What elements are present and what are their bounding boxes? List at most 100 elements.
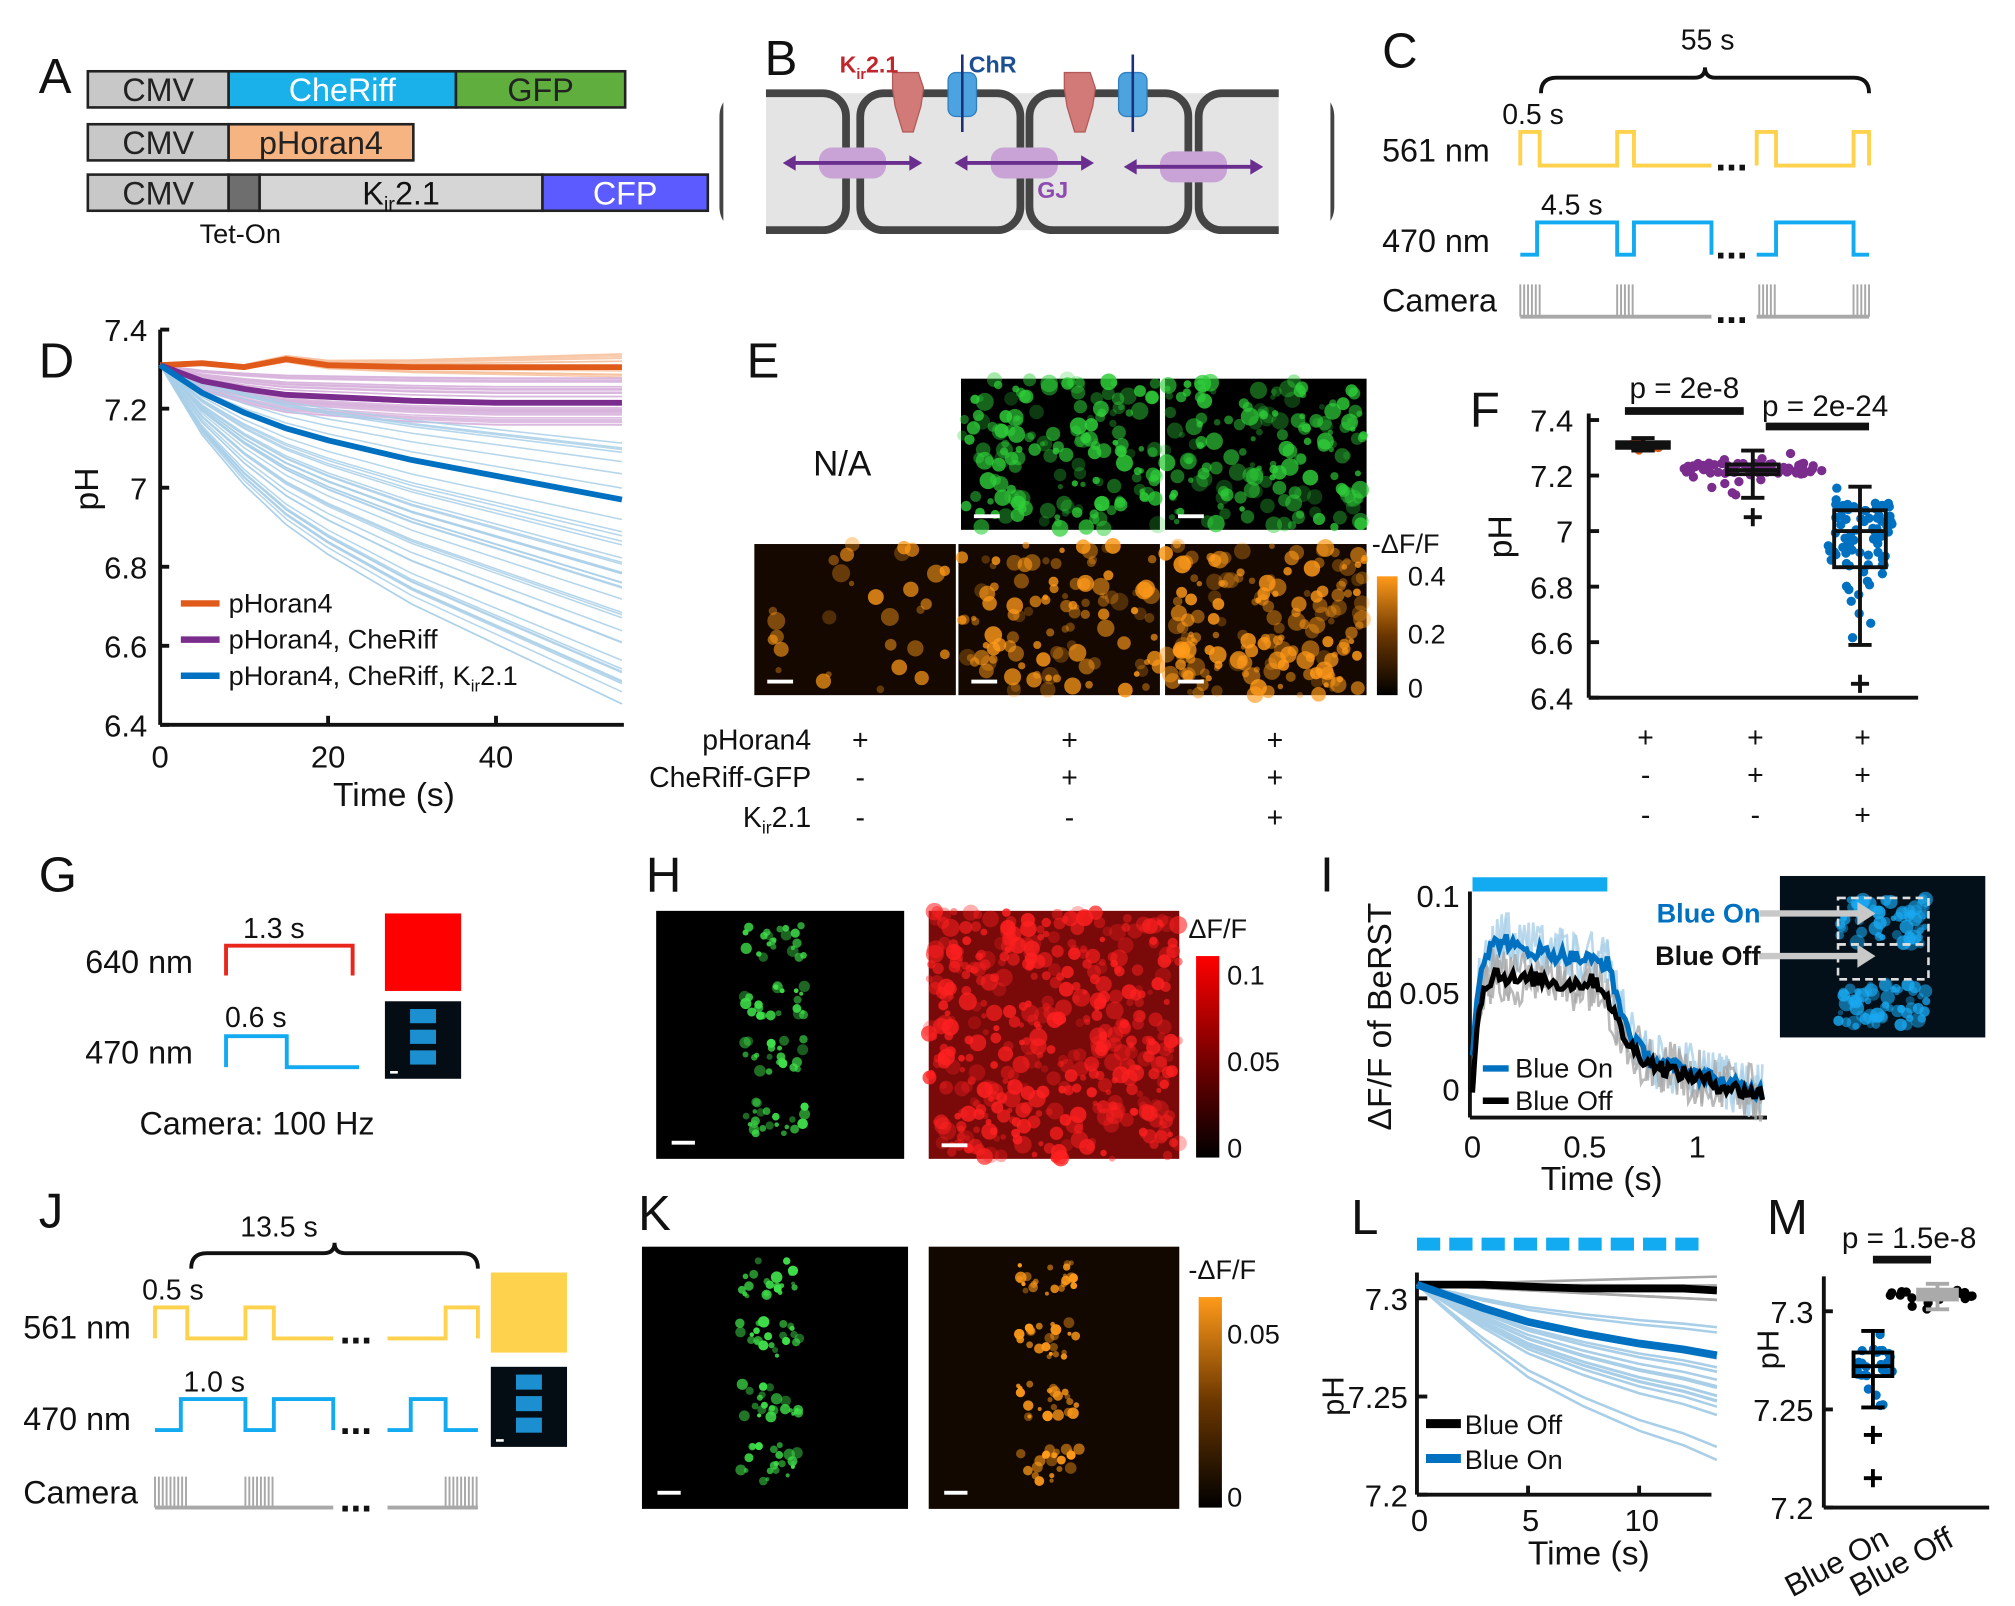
cell-signal [1048,931,1060,943]
cell-signal [1048,1351,1053,1356]
cell-signal [1049,584,1059,594]
stimulus-pulse [1643,1237,1667,1251]
cell-signal [1049,1478,1054,1483]
cell-signal [1355,621,1364,630]
cell-signal [1218,580,1225,587]
cell-signal [1257,587,1271,601]
cell-signal [929,975,945,990]
cell-signal [1315,544,1329,557]
cell-signal [785,1473,790,1478]
scale-bar [767,679,794,684]
cell-signal [925,975,933,983]
individual-trace [159,364,623,670]
cell-signal [1080,481,1086,488]
cell-signal [1881,1001,1890,1009]
cell-signal [960,500,972,512]
cell-signal [792,938,802,948]
cell-signal [1073,1443,1085,1455]
cell-signal [891,659,908,676]
cell-signal [799,1035,808,1044]
panel-label-k: K [638,1187,671,1241]
cell-signal [1006,683,1021,698]
cell-signal [1168,493,1176,501]
cell-signal [1078,658,1095,675]
cell-signal [1133,1009,1146,1023]
cell-signal [1058,1085,1067,1094]
cell-signal [1890,915,1897,922]
cell-signal [1905,996,1915,1005]
cell-signal [994,1149,1008,1163]
cell-signal [1042,930,1050,938]
cell-signal [949,955,963,969]
cell-signal [1174,1036,1183,1045]
cell-signal [1056,495,1072,512]
cell-signal [884,638,897,651]
cell-signal [1022,541,1030,549]
cell-signal [980,928,988,936]
cell-signal [1121,1069,1138,1086]
stim-region [515,1374,542,1390]
cell-signal [1113,1044,1131,1061]
cell-signal [997,508,1014,524]
cell-signal [1096,1108,1115,1126]
scale-bar [971,679,998,684]
cell-signal [1133,671,1140,677]
cell-signal [1325,605,1337,618]
cell-signal [1173,555,1192,574]
cell-signal [1109,1155,1116,1162]
cell-signal [1053,468,1067,482]
cell-signal [1284,550,1299,566]
kir-channel-icon [1063,71,1096,133]
cell-signal [1145,390,1159,405]
cell-signal [1194,391,1206,403]
cell-signal [1099,936,1106,943]
cell-signal [1134,1065,1141,1071]
cell-signal [1157,1032,1166,1041]
cell-signal [1213,418,1221,426]
cell-signal [1001,439,1010,448]
cell-signal [764,1332,773,1341]
cell-signal [1163,1033,1179,1049]
cell-signal [1012,1055,1030,1074]
cell-signal [1046,1102,1064,1120]
cell-signal [1130,606,1139,615]
tet-on-label: Tet-On [200,218,281,249]
cell-signal [994,450,1012,468]
cell-signal [1042,557,1050,565]
cell-signal [1343,558,1351,566]
cell-signal [1097,408,1107,418]
cell-signal [959,1067,966,1073]
cell-signal [1135,916,1151,932]
cell-signal [754,1339,760,1345]
x-tick-label: 10 [1624,1503,1658,1538]
cell-signal [1003,1004,1017,1019]
red-illumination-swatch [384,913,462,991]
cell-signal [1004,946,1012,954]
mean-trace-0 [1416,1280,1718,1295]
cell-signal [1156,1087,1162,1093]
cell-signal [744,922,754,932]
cell-signal [1234,491,1247,504]
cell-signal [988,654,998,664]
cell-signal [758,952,768,962]
cell-signal [1149,516,1167,534]
cell-signal [1209,646,1227,664]
cell-signal [978,663,994,679]
cell-signal [1023,1465,1033,1476]
construct-segment [86,69,230,109]
individual-trace [159,364,623,521]
data-point [1844,584,1854,595]
data-point [1864,580,1875,590]
cell-signal [744,1453,754,1463]
cell-signal [1100,373,1118,391]
colorbar-label: -ΔF/F [1372,528,1440,559]
cell-signal [1049,1342,1058,1352]
cell-signal [941,918,960,937]
cell-signal [1137,1096,1151,1110]
construct-row: CMV CheRiff GFP [86,69,627,109]
kir-label: Kir2.1 [840,52,899,83]
cell-signal [1046,1071,1061,1086]
cell-signal [1219,508,1231,520]
pulse-561-label: 0.5 s [1502,99,1564,131]
y-axis-label: ΔF/F of BeRST [1362,903,1399,1131]
